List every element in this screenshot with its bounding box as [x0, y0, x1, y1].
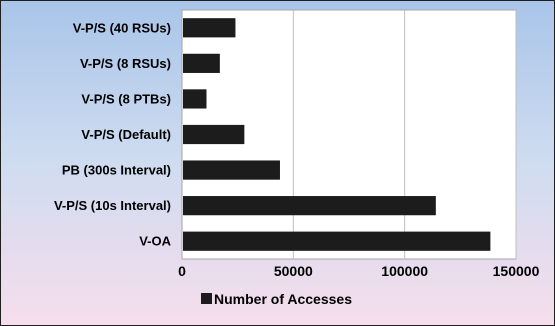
category-label: V-OA — [139, 234, 171, 249]
x-tick-label: 150000 — [493, 263, 540, 279]
category-label: PB (300s Interval) — [62, 163, 171, 178]
bars — [183, 18, 491, 251]
category-labels: V-P/S (40 RSUs) V-P/S (8 RSUs) V-P/S (8 PT… — [54, 20, 172, 248]
bar — [183, 160, 280, 180]
bar — [183, 231, 491, 251]
x-tick-label: 50000 — [274, 263, 313, 279]
legend-label: Number of Accesses — [214, 291, 352, 307]
category-label: V-P/S (8 RSUs) — [80, 56, 171, 71]
tick-labels: 0 50000 100000 150000 — [178, 263, 539, 279]
grid-lines — [292, 10, 517, 259]
category-label: V-P/S (40 RSUs) — [73, 20, 171, 35]
bar — [183, 124, 245, 145]
bar — [183, 53, 220, 73]
category-label: V-P/S (10s Interval) — [54, 198, 171, 213]
x-tick-label: 100000 — [381, 263, 428, 279]
bar — [183, 89, 207, 109]
bar — [183, 18, 236, 38]
x-tick-label: 0 — [178, 263, 186, 279]
category-label: V-P/S (Default) — [81, 127, 171, 142]
legend-swatch — [201, 293, 212, 304]
category-label: V-P/S (8 PTBs) — [81, 91, 171, 106]
legend: Number of Accesses — [201, 291, 352, 307]
bar — [183, 196, 436, 216]
